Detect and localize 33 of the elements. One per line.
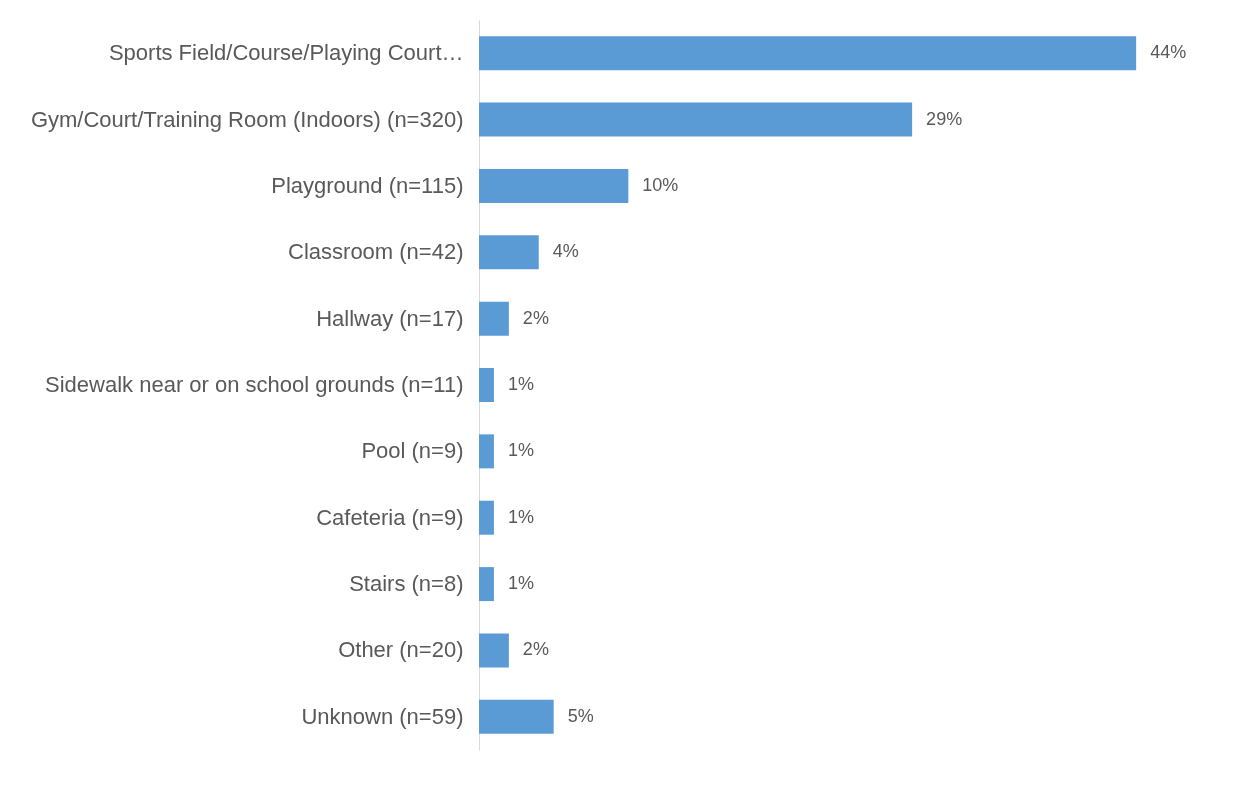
bar (479, 168, 629, 203)
bar (479, 500, 494, 535)
data-label: 1% (507, 374, 534, 394)
bar (479, 36, 1137, 71)
data-label: 44% (1150, 42, 1187, 63)
data-label: 1% (507, 440, 534, 461)
y-tick-label: Playground (n=115) (271, 172, 464, 198)
y-tick-label: Sports Field/Course/Playing Court… (108, 40, 464, 66)
bar (479, 368, 494, 402)
bar (479, 434, 494, 469)
data-label: 1% (507, 506, 534, 527)
data-label: 29% (926, 108, 963, 129)
y-tick-label: Cafeteria (n=9) (316, 504, 464, 530)
data-label: 2% (522, 307, 549, 328)
bar (479, 235, 539, 270)
data-label: 10% (642, 174, 679, 195)
data-label: 4% (552, 241, 579, 262)
bar (479, 699, 554, 734)
y-tick-label: Other (n=20) (338, 637, 464, 663)
y-tick-label: Pool (n=9) (361, 438, 464, 464)
data-label: 2% (522, 639, 549, 660)
y-tick-label: Unknown (n=59) (301, 703, 464, 729)
bar (479, 567, 494, 602)
y-tick-label: Gym/Court/Training Room (Indoors) (n=320) (30, 106, 464, 132)
y-tick-label: Classroom (n=42) (288, 239, 464, 265)
y-tick-label: Sidewalk near or on school grounds (n=11) (45, 372, 464, 397)
bar (479, 301, 509, 336)
data-label: 1% (507, 573, 534, 594)
bar (479, 102, 913, 137)
bar (479, 633, 509, 668)
data-label: 5% (567, 705, 594, 726)
y-tick-label: Stairs (n=8) (349, 571, 464, 597)
y-tick-label: Hallway (n=17) (316, 305, 464, 331)
